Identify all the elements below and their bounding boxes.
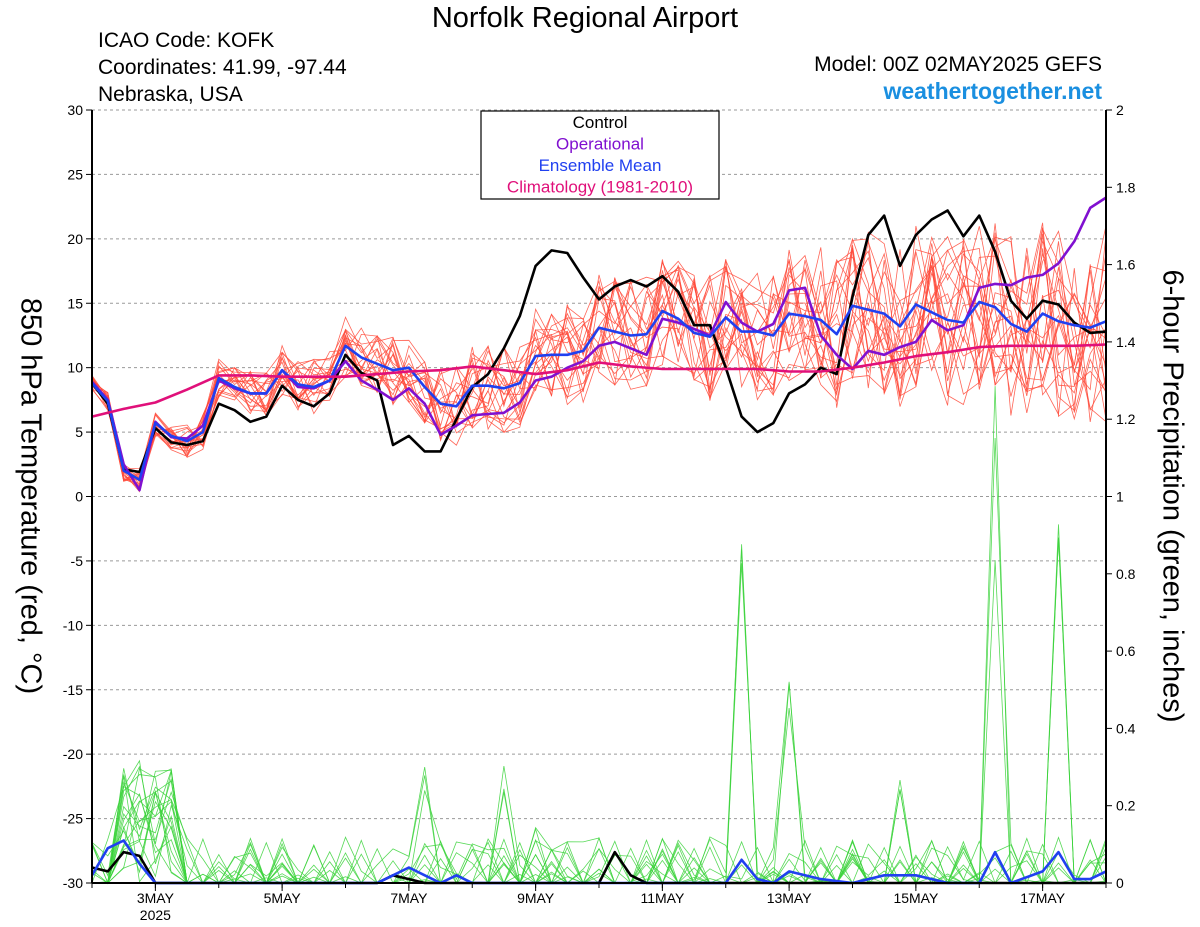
x-tick-label: 13MAY — [767, 890, 813, 906]
ensemble-member-precip-line — [92, 544, 1107, 884]
y-tick-label-left: 30 — [67, 102, 83, 118]
y-tick-label-left: -5 — [71, 553, 84, 569]
x-tick-sublabel: 2025 — [140, 907, 171, 923]
y-tick-label-left: 25 — [67, 166, 83, 182]
y-tick-label-left: 10 — [67, 360, 83, 376]
x-tick-label: 17MAY — [1020, 890, 1066, 906]
y-tick-label-right: 1.4 — [1116, 334, 1136, 350]
legend-entry: Operational — [556, 135, 644, 154]
y-tick-label-left: -10 — [63, 617, 83, 633]
ensemble-member-line — [91, 243, 1107, 486]
x-tick-label: 5MAY — [264, 890, 302, 906]
control-temp-line — [90, 209, 1107, 474]
y-tick-label-right: 1.8 — [1116, 179, 1136, 195]
y-tick-label-left: 0 — [75, 489, 83, 505]
y-tick-label-right: 0.8 — [1116, 566, 1136, 582]
region: Nebraska, USA — [98, 83, 243, 106]
ensemble-member-precip-line — [92, 437, 1106, 885]
coordinates: Coordinates: 41.99, -97.44 — [98, 56, 347, 79]
legend-box — [480, 110, 720, 200]
y-tick-label-right: 0.4 — [1116, 720, 1136, 736]
y-tick-label-left: -30 — [63, 875, 83, 891]
y-tick-label-left: -25 — [63, 811, 83, 827]
ensemble-member-precip-line — [92, 563, 1106, 885]
ensemble-member-precip-line — [92, 524, 1107, 884]
ensemble-member-line — [91, 231, 1107, 484]
y-tick-label-left: 20 — [67, 231, 83, 247]
ensemble-member-line — [91, 240, 1107, 491]
climatology-1981-2010-temp-line — [91, 343, 1107, 418]
ensemble-member-precip-line — [92, 537, 1106, 885]
ensemble-member-precip-line — [92, 683, 1106, 884]
x-tick-label: 7MAY — [390, 890, 428, 906]
ensemble-member-precip-line — [91, 681, 1106, 885]
ensemble-mean-temp-line — [91, 300, 1107, 482]
y-tick-label-right: 1.2 — [1116, 411, 1136, 427]
y-tick-label-right: 0 — [1116, 875, 1124, 891]
legend-entry: Control — [573, 113, 628, 132]
y-tick-label-right: 1 — [1116, 489, 1124, 505]
x-tick-label: 3MAY — [137, 890, 175, 906]
website-link[interactable]: weathertogether.net — [883, 78, 1102, 104]
x-tick-label: 9MAY — [517, 890, 555, 906]
icao-code: ICAO Code: KOFK — [98, 29, 275, 52]
y-tick-label-right: 2 — [1116, 102, 1124, 118]
y-tick-label-right: 0.6 — [1116, 643, 1136, 659]
model-run: Model: 00Z 02MAY2025 GEFS — [814, 53, 1102, 76]
ensemble-member-line — [91, 235, 1107, 476]
legend-entry: Climatology (1981-2010) — [507, 178, 693, 197]
y-tick-label-left: 5 — [75, 424, 83, 440]
ensemble-member-precip-line — [91, 560, 1107, 884]
y-tick-label-right: 0.2 — [1116, 798, 1136, 814]
y-tick-label-left: -20 — [63, 746, 83, 762]
ensemble-member-precip-line — [91, 537, 1107, 885]
y-tick-label-left: 15 — [67, 295, 83, 311]
ensemble-member-precip-line — [91, 549, 1106, 885]
legend-entry: Ensemble Mean — [539, 156, 662, 175]
y-tick-label-right: 1.6 — [1116, 257, 1136, 273]
x-tick-label: 15MAY — [893, 890, 939, 906]
chart-title: Norfolk Regional Airport — [431, 2, 739, 34]
x-tick-label: 11MAY — [640, 890, 684, 906]
y-tick-label-left: -15 — [63, 682, 83, 698]
ensemble-member-precip-line — [91, 386, 1106, 884]
ensemble-members-temp — [91, 222, 1107, 493]
ensemble-member-precip-line — [92, 770, 1106, 885]
ensemble-members-precip — [91, 386, 1107, 885]
